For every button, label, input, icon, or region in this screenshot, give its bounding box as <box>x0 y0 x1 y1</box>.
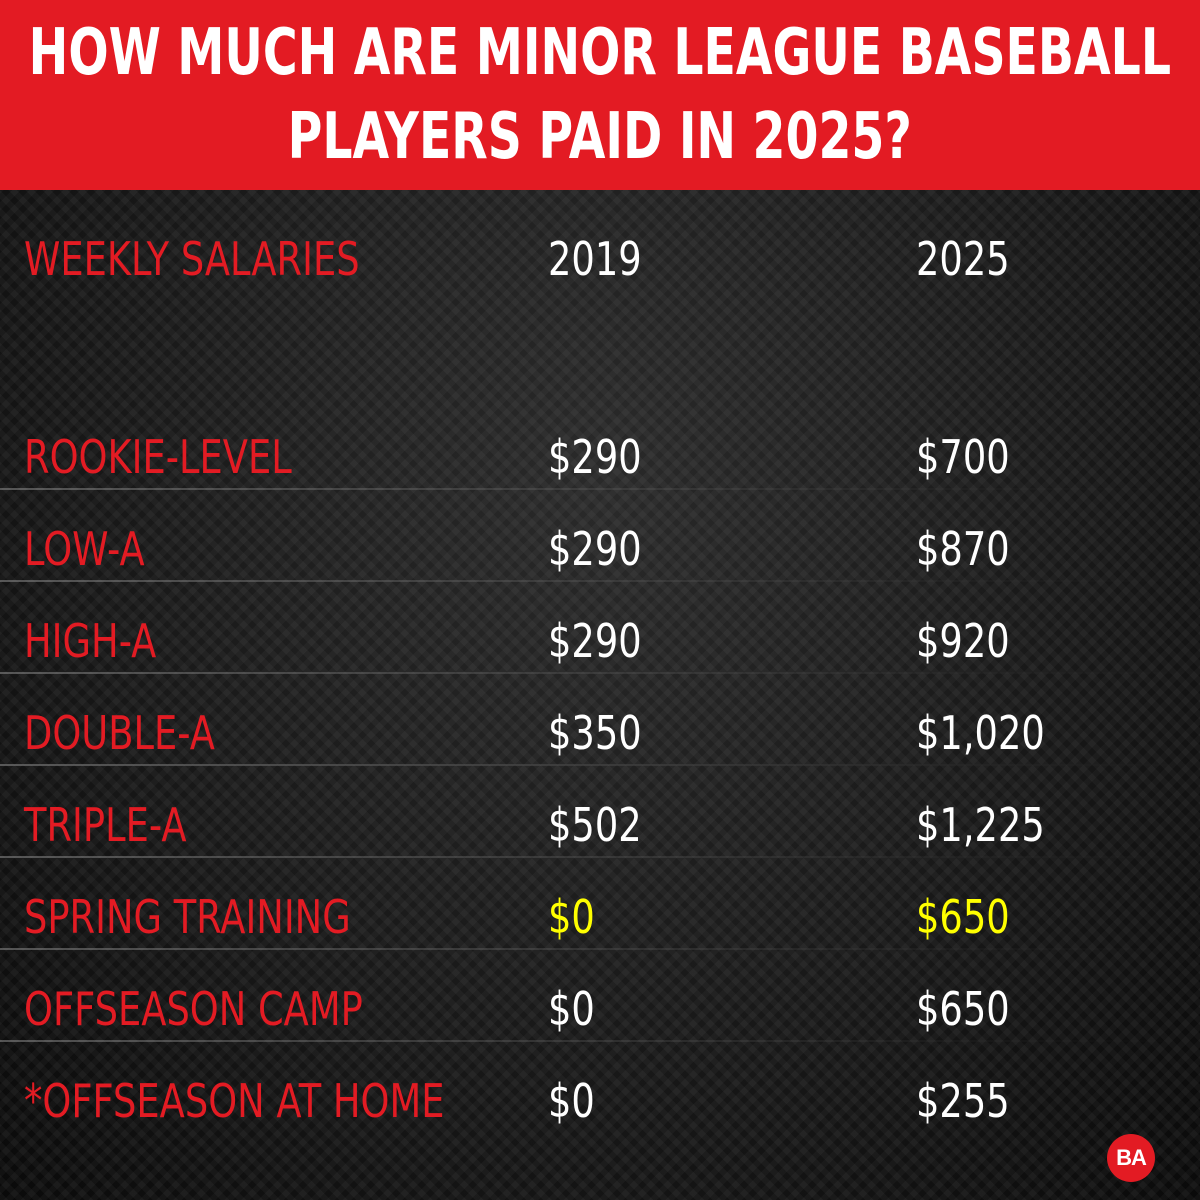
value-2025: $650 <box>916 982 1010 1036</box>
row-label: LOW-A <box>24 522 145 576</box>
table-row: LOW-A $290 $870 <box>0 504 1200 594</box>
column-header-2025: 2025 <box>916 232 1010 286</box>
row-divider <box>0 948 1200 950</box>
row-label: SPRING TRAINING <box>24 890 351 944</box>
title-line-1: HOW MUCH ARE MINOR LEAGUE BASEBALL <box>28 16 1172 90</box>
value-2019: $0 <box>548 982 595 1036</box>
value-2019: $350 <box>548 706 642 760</box>
value-2019: $290 <box>548 522 642 576</box>
value-2019: $502 <box>548 798 642 852</box>
value-2025: $255 <box>916 1074 1010 1128</box>
value-2025: $920 <box>916 614 1010 668</box>
row-label: TRIPLE-A <box>24 798 187 852</box>
row-divider <box>0 764 1200 766</box>
row-divider <box>0 1040 1200 1042</box>
column-header-2019: 2019 <box>548 232 642 286</box>
row-label: HIGH-A <box>24 614 157 668</box>
value-2025: $700 <box>916 430 1010 484</box>
row-label: DOUBLE-A <box>24 706 215 760</box>
title-banner: HOW MUCH ARE MINOR LEAGUE BASEBALL PLAYE… <box>0 0 1200 190</box>
table-row: OFFSEASON CAMP $0 $650 <box>0 964 1200 1054</box>
ba-logo: BA <box>1107 1134 1155 1182</box>
value-2025: $650 <box>916 890 1010 944</box>
row-label: ROOKIE-LEVEL <box>24 430 292 484</box>
row-divider <box>0 488 1200 490</box>
value-2019: $290 <box>548 614 642 668</box>
value-2025: $1,020 <box>916 706 1045 760</box>
table-row: *OFFSEASON AT HOME $0 $255 <box>0 1056 1200 1146</box>
row-divider <box>0 580 1200 582</box>
table-row: SPRING TRAINING $0 $650 <box>0 872 1200 962</box>
table-row: TRIPLE-A $502 $1,225 <box>0 780 1200 870</box>
column-header-row: WEEKLY SALARIES 2019 2025 <box>0 214 1200 304</box>
column-header-label: WEEKLY SALARIES <box>24 232 360 286</box>
value-2025: $870 <box>916 522 1010 576</box>
value-2019: $0 <box>548 890 595 944</box>
row-divider <box>0 856 1200 858</box>
table-row: ROOKIE-LEVEL $290 $700 <box>0 412 1200 502</box>
row-label: *OFFSEASON AT HOME <box>24 1074 445 1128</box>
value-2019: $0 <box>548 1074 595 1128</box>
value-2025: $1,225 <box>916 798 1045 852</box>
value-2019: $290 <box>548 430 642 484</box>
row-divider <box>0 672 1200 674</box>
title-line-2: PLAYERS PAID IN 2025? <box>287 100 913 174</box>
ba-logo-text: BA <box>1116 1145 1147 1170</box>
table-row: DOUBLE-A $350 $1,020 <box>0 688 1200 778</box>
row-label: OFFSEASON CAMP <box>24 982 363 1036</box>
table-row: HIGH-A $290 $920 <box>0 596 1200 686</box>
